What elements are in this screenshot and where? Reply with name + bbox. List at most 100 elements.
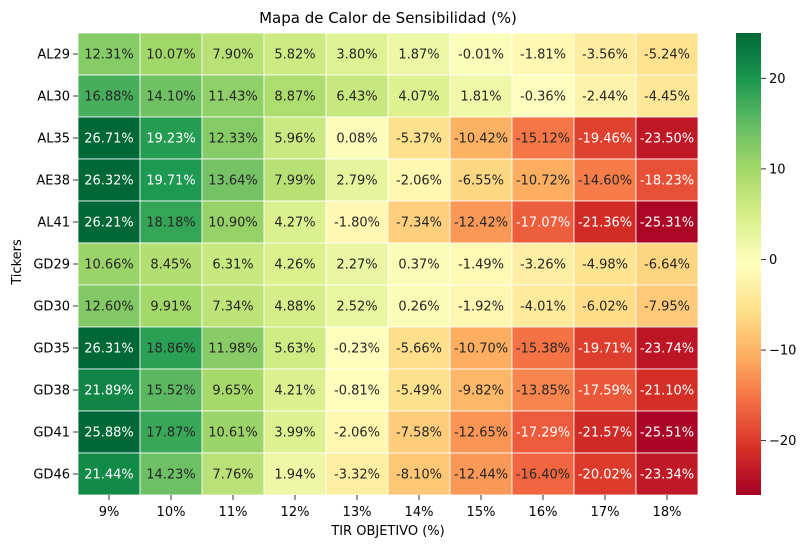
heatmap-cell	[263, 452, 327, 496]
cell-value-label: 6.31%	[212, 258, 253, 273]
heatmap-cell	[325, 200, 389, 244]
y-tick-label: AL41	[37, 216, 70, 231]
cell-value-label: -13.85%	[516, 384, 570, 399]
heatmap-cell	[325, 452, 389, 496]
cell-value-label: -16.40%	[516, 468, 570, 483]
cell-value-label: 8.45%	[150, 258, 191, 273]
colorbar-tick-label: 0	[769, 253, 777, 268]
heatmap-cell	[573, 368, 637, 412]
cell-value-label: -10.70%	[454, 342, 508, 357]
heatmap-cell	[449, 74, 513, 118]
cell-value-label: -5.24%	[644, 48, 690, 63]
y-tick-label: AL35	[37, 132, 70, 147]
cell-value-label: 3.80%	[336, 48, 377, 63]
cell-value-label: 1.94%	[274, 468, 315, 483]
heatmap-cell	[263, 410, 327, 454]
cell-value-label: 21.44%	[84, 468, 134, 483]
colorbar-tick-label: −10	[769, 344, 796, 359]
cell-value-label: 26.31%	[84, 342, 134, 357]
cell-value-label: 4.07%	[398, 90, 439, 105]
cell-value-label: -0.23%	[334, 342, 380, 357]
heatmap-cell	[511, 32, 575, 76]
cell-value-label: 2.52%	[336, 300, 377, 315]
y-tick-label: AL30	[37, 90, 70, 105]
y-tick-label: GD41	[33, 426, 70, 441]
colorbar-ticks: 20 10 0 −10 −20	[761, 72, 796, 449]
cell-value-label: -3.26%	[520, 258, 566, 273]
heatmap-cell	[511, 200, 575, 244]
cell-value-label: -3.56%	[582, 48, 628, 63]
cell-value-label: 4.21%	[274, 384, 315, 399]
x-axis-label: TIR OBJETIVO (%)	[330, 524, 444, 539]
heatmap-cell	[325, 116, 389, 160]
y-tick-labels: AL29 AL30 AL35 AE38 AL41 GD29 GD30 GD35 GD38 GD41…	[33, 48, 78, 483]
y-tick-label: AE38	[36, 174, 70, 189]
colorbar-tick-label: 10	[769, 162, 786, 177]
heatmap-cell	[449, 410, 513, 454]
heatmap-cell	[77, 284, 141, 328]
heatmap-cell	[201, 368, 265, 412]
heatmap-cell	[139, 116, 203, 160]
cell-value-label: 19.71%	[146, 174, 196, 189]
heatmap-cell	[263, 242, 327, 286]
cell-value-label: 2.79%	[336, 174, 377, 189]
cell-value-label: 3.99%	[274, 426, 315, 441]
heatmap-cell	[449, 116, 513, 160]
cell-value-label: 7.99%	[274, 174, 315, 189]
heatmap-cell	[449, 158, 513, 202]
cell-value-label: -10.42%	[454, 132, 508, 147]
cell-value-label: -17.29%	[516, 426, 570, 441]
x-tick-label: 12%	[281, 505, 310, 520]
cell-value-label: 25.88%	[84, 426, 134, 441]
cell-value-label: 4.27%	[274, 216, 315, 231]
cell-value-label: 26.32%	[84, 174, 134, 189]
y-tick-label: GD30	[33, 300, 70, 315]
cell-value-label: 14.10%	[146, 90, 196, 105]
cell-value-label: 16.88%	[84, 90, 134, 105]
cell-value-label: 12.60%	[84, 300, 134, 315]
heatmap-cells: 12.31% 10.07% 7.90% 5.82% 3.80% 1.87% -0.01% -1…	[77, 32, 699, 496]
cell-value-label: 10.07%	[146, 48, 196, 63]
x-tick-label: 17%	[591, 505, 620, 520]
cell-value-label: 7.76%	[212, 468, 253, 483]
cell-value-label: 11.98%	[208, 342, 258, 357]
cell-value-label: -23.74%	[640, 342, 694, 357]
heatmap-cell	[77, 32, 141, 76]
heatmap-cell	[573, 158, 637, 202]
x-tick-label: 18%	[653, 505, 682, 520]
cell-value-label: -20.02%	[578, 468, 632, 483]
heatmap-cell	[263, 326, 327, 370]
cell-value-label: -9.82%	[458, 384, 504, 399]
heatmap-cell	[201, 326, 265, 370]
cell-value-label: -0.01%	[458, 48, 504, 63]
cell-value-label: -7.58%	[396, 426, 442, 441]
x-tick-label: 14%	[405, 505, 434, 520]
cell-value-label: 18.18%	[146, 216, 196, 231]
cell-value-label: 2.27%	[336, 258, 377, 273]
x-tick-labels: 9% 10% 11% 12% 13% 14% 15% 16% 17% 18%	[99, 495, 682, 520]
cell-value-label: -21.10%	[640, 384, 694, 399]
cell-value-label: 9.65%	[212, 384, 253, 399]
heatmap-cell	[201, 200, 265, 244]
cell-value-label: -25.51%	[640, 426, 694, 441]
heatmap-cell	[449, 368, 513, 412]
heatmap-cell	[511, 452, 575, 496]
cell-value-label: -6.55%	[458, 174, 504, 189]
heatmap-cell	[387, 410, 451, 454]
heatmap-cell	[635, 74, 699, 118]
x-tick-label: 11%	[219, 505, 248, 520]
heatmap-cell	[139, 326, 203, 370]
heatmap-cell	[573, 74, 637, 118]
cell-value-label: 15.52%	[146, 384, 196, 399]
heatmap-cell	[139, 368, 203, 412]
cell-value-label: -1.92%	[458, 300, 504, 315]
cell-value-label: 4.88%	[274, 300, 315, 315]
cell-value-label: -19.71%	[578, 342, 632, 357]
heatmap-cell	[449, 284, 513, 328]
cell-value-label: -17.07%	[516, 216, 570, 231]
cell-value-label: 14.23%	[146, 468, 196, 483]
cell-value-label: -6.02%	[582, 300, 628, 315]
cell-value-label: -12.42%	[454, 216, 508, 231]
cell-value-label: -10.72%	[516, 174, 570, 189]
